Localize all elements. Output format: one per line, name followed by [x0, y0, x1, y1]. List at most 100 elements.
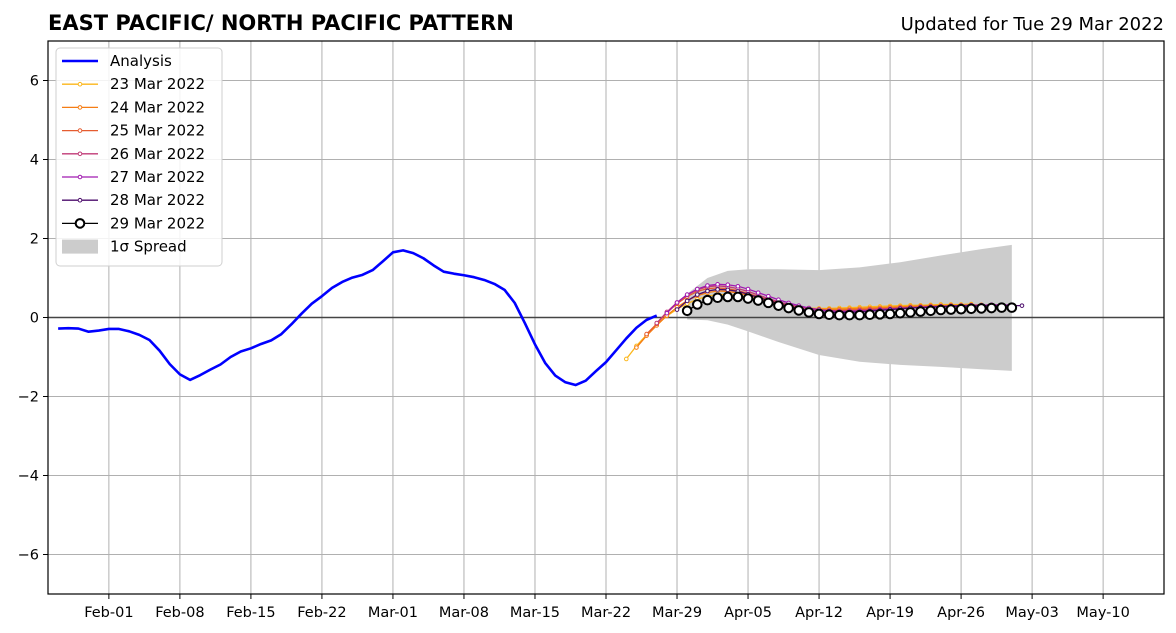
forecast-marker: [935, 304, 947, 316]
forecast-marker: [793, 305, 805, 316]
forecast-marker: [844, 309, 855, 321]
legend-swatch: [62, 239, 98, 254]
forecast-marker: [763, 297, 774, 309]
x-tick-label: Mar-22: [581, 605, 631, 621]
forecast-marker: [766, 293, 771, 299]
y-tick-label: −6: [18, 548, 39, 564]
legend-label: 1σ Spread: [110, 238, 187, 256]
legend-marker: [74, 218, 86, 229]
forecast-marker: [755, 290, 761, 295]
x-tick-label: Mar-29: [652, 605, 702, 621]
forecast-marker: [684, 292, 690, 297]
chart-subtitle: Updated for Tue 29 Mar 2022: [901, 14, 1164, 35]
forecast-marker: [945, 304, 957, 315]
forecast-marker: [976, 303, 987, 314]
forecast-marker: [722, 291, 734, 303]
forecast-marker: [1006, 302, 1018, 313]
legend-label: 29 Mar 2022: [110, 214, 205, 232]
x-tick-label: Feb-01: [84, 605, 133, 621]
forecast-marker: [905, 307, 916, 318]
x-tick-label: Apr-26: [937, 605, 985, 621]
legend-marker: [77, 128, 83, 133]
forecast-marker: [823, 309, 835, 321]
forecast-marker: [654, 320, 660, 326]
x-tick-label: Mar-15: [510, 605, 560, 621]
legend-label: 27 Mar 2022: [110, 168, 205, 186]
x-tick-label: Mar-08: [439, 605, 489, 621]
chart-title: EAST PACIFIC/ NORTH PACIFIC PATTERN: [48, 11, 514, 35]
forecast-marker: [725, 287, 731, 293]
forecast-marker: [742, 293, 754, 304]
forecast-marker: [955, 303, 967, 315]
forecast-marker: [894, 307, 906, 319]
x-tick-label: Feb-08: [155, 605, 204, 621]
series-layer: [58, 249, 1025, 387]
forecast-marker: [925, 305, 936, 317]
forecast-marker: [745, 286, 751, 292]
legend-label: 26 Mar 2022: [110, 145, 205, 163]
forecast-marker: [634, 345, 639, 350]
forecast-marker: [752, 295, 764, 306]
forecast-marker: [996, 302, 1007, 313]
forecast-marker: [695, 286, 700, 292]
forecast-marker: [732, 291, 744, 303]
x-tick-label: May-10: [1076, 605, 1129, 621]
forecast-marker: [692, 299, 703, 310]
forecast-marker: [1019, 303, 1025, 308]
forecast-marker: [915, 306, 926, 317]
legend-box: [55, 47, 223, 267]
axis-ticks: Feb-01 Feb-08 Feb-15 Feb-22 Mar-01 Mar-08 Mar-…: [18, 74, 1130, 622]
forecast-marker: [715, 287, 720, 292]
forecast-marker: [695, 292, 700, 297]
x-tick-label: May-03: [1005, 605, 1058, 621]
y-tick-label: 6: [30, 74, 39, 90]
forecast-marker: [725, 282, 731, 288]
legend-marker: [77, 81, 83, 87]
y-tick-label: 2: [30, 232, 39, 248]
y-tick-label: −2: [18, 390, 39, 406]
legend-label: 24 Mar 2022: [110, 98, 205, 116]
forecast-marker: [664, 310, 670, 316]
legend-marker: [77, 197, 83, 203]
forecast-marker: [813, 308, 825, 320]
legend: Analysis 23 Mar 2022 24 Mar 2022 25 Mar 202…: [55, 47, 223, 267]
legend-label: Analysis: [110, 52, 172, 70]
forecast-marker: [884, 308, 896, 320]
forecast-marker: [715, 282, 720, 287]
y-tick-label: −4: [18, 469, 39, 485]
legend-marker: [77, 151, 83, 157]
forecast-marker: [674, 307, 680, 312]
forecast-marker: [705, 283, 710, 288]
forecast-marker: [965, 303, 977, 315]
x-tick-label: Apr-05: [724, 605, 772, 621]
forecast-marker: [803, 307, 815, 318]
forecast-marker: [684, 298, 690, 304]
forecast-marker: [681, 305, 693, 317]
x-tick-label: Apr-12: [795, 605, 843, 621]
forecast-marker: [705, 288, 710, 294]
x-tick-label: Mar-01: [368, 605, 418, 621]
legend-label: 25 Mar 2022: [110, 122, 205, 140]
forecast-marker: [773, 300, 784, 311]
legend-label: 23 Mar 2022: [110, 75, 205, 93]
legend-marker: [77, 105, 83, 110]
forecast-marker: [623, 356, 629, 362]
forecast-marker: [986, 302, 997, 314]
forecast-marker: [712, 292, 723, 304]
forecast-marker: [874, 309, 886, 320]
y-tick-label: 0: [30, 311, 39, 327]
forecast-marker: [735, 283, 741, 289]
x-tick-label: Apr-19: [866, 605, 914, 621]
x-tick-label: Feb-22: [297, 605, 346, 621]
legend-label: 28 Mar 2022: [110, 191, 205, 209]
x-tick-label: Feb-15: [226, 605, 275, 621]
analysis-line: [58, 249, 658, 387]
legend-marker: [77, 174, 83, 180]
forecast-marker: [854, 309, 865, 321]
forecast-marker: [864, 309, 876, 321]
forecast-marker: [783, 302, 794, 314]
forecast-marker: [702, 294, 713, 306]
forecast-marker: [834, 309, 845, 321]
y-tick-label: 4: [30, 153, 39, 169]
